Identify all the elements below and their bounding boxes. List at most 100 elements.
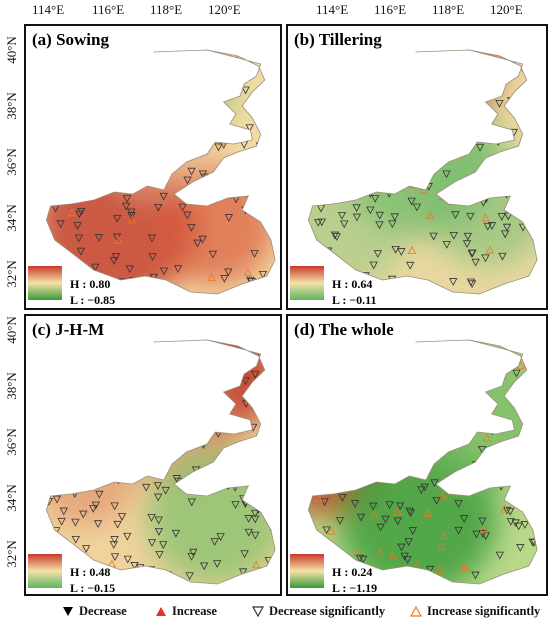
- station-marker: [407, 246, 417, 254]
- station-marker: [83, 456, 93, 465]
- station-marker: [100, 374, 110, 383]
- station-marker: [308, 130, 315, 139]
- panel-title: (c) J-H-M: [32, 320, 105, 339]
- station-marker: [265, 341, 274, 350]
- station-marker: [124, 359, 134, 368]
- station-marker: [414, 111, 423, 119]
- station-marker: [164, 112, 174, 121]
- station-marker: [457, 122, 466, 131]
- station-marker: [114, 100, 123, 108]
- station-marker: [479, 525, 488, 534]
- station-marker: [375, 221, 384, 230]
- station-marker: [147, 513, 156, 522]
- station-marker: [122, 195, 132, 203]
- station-marker: [366, 206, 375, 215]
- station-marker: [151, 282, 161, 290]
- station-marker: [122, 143, 131, 152]
- station-marker: [123, 532, 132, 541]
- station-marker: [449, 232, 458, 240]
- station-marker: [380, 102, 389, 111]
- station-marker: [331, 167, 340, 176]
- station-marker: [152, 413, 161, 422]
- lat-tick-top-1: 40°N: [4, 36, 19, 64]
- station-marker: [104, 86, 113, 95]
- tri-up-filled-icon: [156, 607, 166, 616]
- station-marker: [46, 152, 51, 160]
- station-marker: [376, 523, 385, 532]
- station-marker: [114, 572, 123, 581]
- station-marker: [207, 273, 216, 281]
- station-marker: [472, 65, 481, 74]
- station-marker: [308, 101, 317, 110]
- station-marker: [381, 402, 390, 411]
- station-marker: [383, 151, 393, 160]
- station-marker: [78, 89, 88, 98]
- station-marker: [391, 245, 400, 254]
- station-marker: [46, 429, 52, 437]
- station-marker: [308, 392, 317, 401]
- station-marker: [79, 510, 88, 519]
- station-marker: [163, 571, 173, 580]
- station-marker: [435, 439, 444, 447]
- station-marker: [337, 212, 347, 220]
- station-marker: [244, 515, 253, 523]
- station-marker: [295, 189, 302, 196]
- station-marker: [424, 426, 433, 435]
- station-marker: [241, 340, 250, 349]
- lat-tick-top-2: 38°N: [4, 92, 19, 120]
- station-marker: [94, 234, 104, 242]
- station-marker: [467, 249, 476, 258]
- legend-label: Increase: [172, 604, 217, 618]
- station-marker: [128, 166, 137, 175]
- station-marker: [342, 58, 351, 66]
- station-marker: [308, 424, 315, 433]
- station-marker: [450, 389, 460, 398]
- station-marker: [249, 463, 259, 472]
- station-marker: [46, 65, 48, 74]
- station-marker: [453, 424, 462, 433]
- station-marker: [373, 250, 383, 259]
- station-marker: [327, 526, 336, 535]
- station-marker: [353, 63, 362, 72]
- station-marker: [435, 145, 444, 154]
- station-marker: [414, 340, 423, 345]
- station-marker: [451, 90, 460, 98]
- station-marker: [93, 520, 103, 529]
- scale-high-label: H : 0.24: [332, 565, 373, 579]
- station-marker: [216, 533, 225, 541]
- station-marker: [487, 355, 496, 363]
- station-marker: [413, 418, 423, 427]
- color-scale: [290, 266, 324, 300]
- station-marker: [74, 453, 84, 462]
- station-marker: [136, 418, 145, 426]
- station-marker: [183, 211, 192, 220]
- station-marker: [33, 457, 40, 464]
- station-marker: [466, 278, 476, 287]
- station-marker: [322, 405, 331, 414]
- station-marker: [152, 448, 161, 456]
- station-marker: [164, 411, 173, 420]
- station-marker: [471, 258, 480, 267]
- station-marker: [326, 169, 336, 178]
- station-marker: [158, 345, 167, 354]
- station-marker: [456, 94, 465, 103]
- station-marker: [113, 424, 122, 432]
- station-marker: [213, 181, 223, 190]
- station-marker: [338, 494, 347, 502]
- station-marker: [534, 241, 538, 250]
- station-marker: [441, 404, 451, 413]
- station-marker: [36, 186, 43, 193]
- station-marker: [407, 197, 416, 206]
- station-marker: [419, 85, 429, 93]
- station-marker: [507, 466, 516, 475]
- station-marker: [251, 531, 260, 540]
- station-marker: [426, 444, 435, 452]
- station-marker: [208, 250, 218, 259]
- station-marker: [517, 111, 526, 120]
- station-marker: [163, 342, 172, 351]
- station-marker: [316, 250, 326, 259]
- station-marker: [251, 370, 260, 379]
- station-marker: [471, 571, 480, 580]
- station-marker: [208, 63, 217, 72]
- station-marker: [439, 409, 448, 418]
